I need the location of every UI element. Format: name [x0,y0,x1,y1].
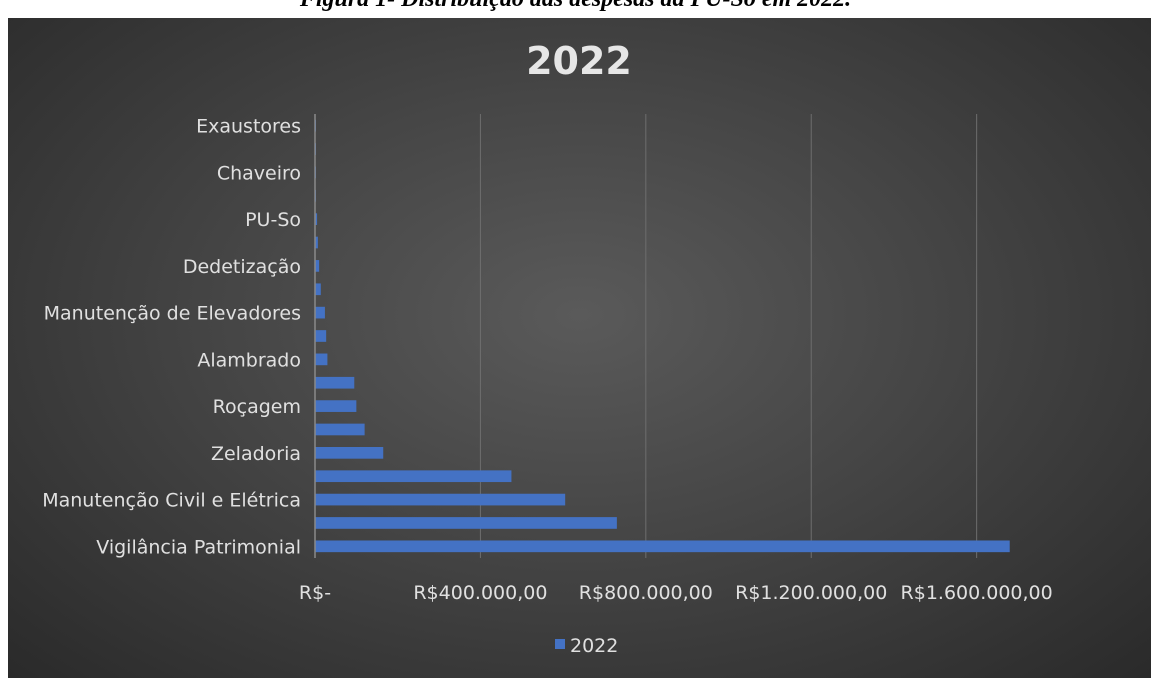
legend-label: 2022 [570,635,618,657]
x-tick-label: R$400.000,00 [413,582,547,604]
bar [315,470,512,483]
chart-area: 2022 Vigilância Patrimonial Manutenção Civ… [8,18,1151,678]
bar [315,236,318,249]
bar-chart: 2022 Vigilância Patrimonial Manutenção Civ… [42,39,1053,657]
legend-swatch [555,639,565,649]
bar [315,260,320,272]
bar [315,447,384,459]
chart-title: 2022 [526,39,632,83]
x-tick-label: R$1.200.000,00 [735,582,887,604]
bar [315,517,617,529]
category-label: Vigilância Patrimonial [96,536,301,558]
category-label: Manutenção Civil e Elétrica [42,490,301,512]
category-label: Roçagem [213,396,301,418]
category-label: Chaveiro [217,162,301,184]
x-tick-label: R$800.000,00 [579,582,713,604]
category-label: PU-So [245,209,301,231]
category-label: Dedetização [183,256,301,278]
bar [315,330,327,342]
bar [315,376,355,389]
x-tick-label: R$- [299,582,331,604]
bar [315,213,318,225]
bar [315,353,328,366]
bar [315,540,1010,553]
bar [315,423,365,436]
bar [315,400,357,412]
category-label: Manutenção de Elevadores [44,303,301,325]
category-label: Exaustores [196,116,301,138]
bar [315,306,325,319]
figure-caption: Figura 1- Distribuição das despesas da P… [0,0,1151,13]
category-label: Alambrado [197,349,301,371]
category-label: Zeladoria [211,443,301,465]
bar [315,493,566,506]
bar [315,283,321,296]
x-tick-label: R$1.600.000,00 [901,582,1053,604]
